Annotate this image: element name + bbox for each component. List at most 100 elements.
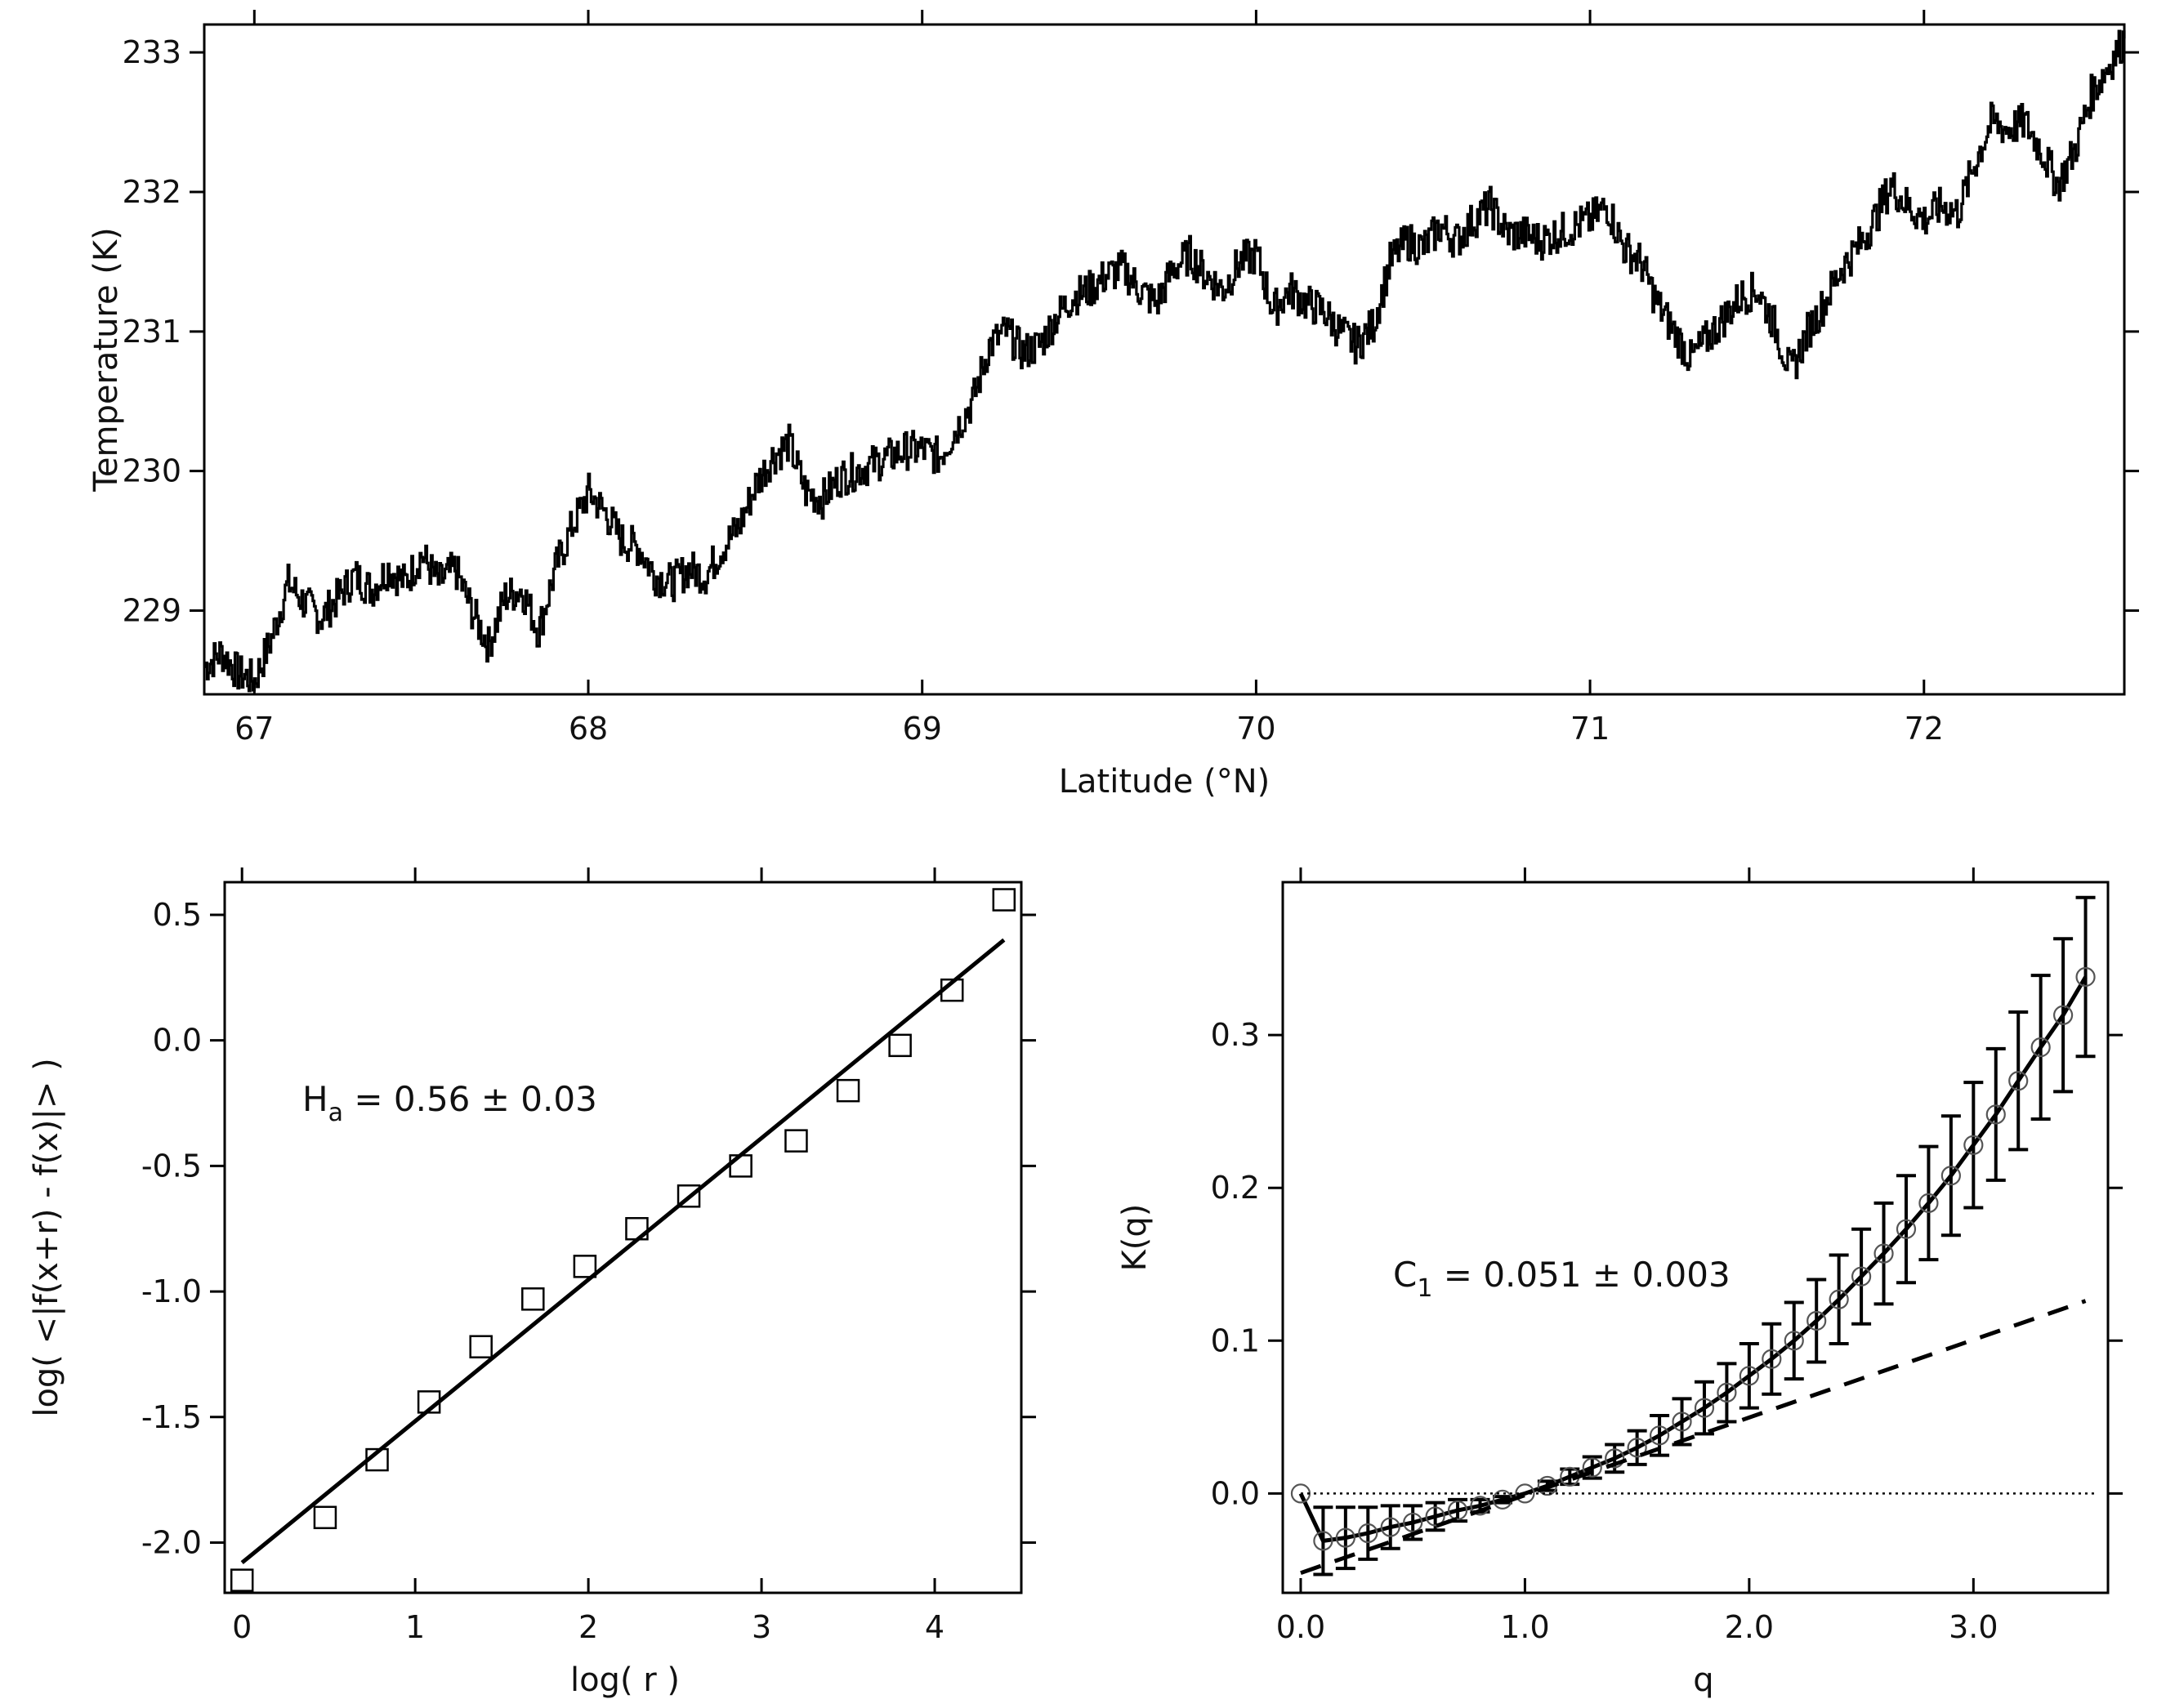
kq-y-tick-label: 0.2 <box>1211 1170 1260 1206</box>
kq-x-tick-label: 2.0 <box>1725 1609 1774 1645</box>
kq-data-point <box>1649 1425 1670 1446</box>
kq-x-tick-label: 3.0 <box>1949 1609 1998 1645</box>
temperature-panel: 67 68 69 70 71 72 229 230 231 232 233 Latitude (°… <box>87 10 2139 800</box>
kq-data-point <box>2008 1071 2029 1091</box>
kq-data-point <box>1873 1243 1894 1264</box>
kq-data-point <box>1806 1310 1827 1331</box>
kq-data-point <box>1335 1527 1355 1548</box>
kq-data-point <box>1918 1193 1939 1214</box>
haar-y-tick-label: -1.5 <box>141 1399 202 1435</box>
temperature-y-tick-label: 232 <box>122 174 181 210</box>
haar-data-point <box>573 1255 597 1278</box>
temperature-y-tick-labels: 229 230 231 232 233 <box>122 34 181 628</box>
kq-data-point <box>1940 1166 1961 1186</box>
kq-data-point <box>1985 1104 2006 1125</box>
haar-y-tick-label: 0.5 <box>153 897 202 933</box>
haar-x-tick-label: 2 <box>578 1609 598 1645</box>
haar-y-tick-label: 0.0 <box>153 1023 202 1059</box>
kq-y-axis-title: K(q) <box>1116 1204 1154 1272</box>
haar-y-tick-labels: 0.5 0.0 -0.5 -1.0 -1.5 -2.0 <box>141 897 202 1561</box>
haar-ticks <box>210 867 1036 1593</box>
kq-annotation-subscript: 1 <box>1417 1274 1432 1303</box>
kq-panel: 0.0 1.0 2.0 3.0 0.0 0.1 0.2 0.3 C1 = 0.051 ± 0… <box>1116 867 2123 1699</box>
haar-plot-frame <box>223 881 1023 1594</box>
haar-annotation-subscript: a <box>328 1099 343 1127</box>
temperature-y-tick-label: 233 <box>122 34 181 70</box>
haar-data-point <box>230 1568 254 1592</box>
kq-data-point <box>1963 1135 1984 1155</box>
haar-series <box>230 888 1016 1592</box>
kq-data-point <box>1672 1411 1692 1432</box>
kq-x-tick-labels: 0.0 1.0 2.0 3.0 <box>1276 1609 1998 1645</box>
kq-data-point <box>2030 1037 2051 1058</box>
kq-data-point <box>1851 1266 1872 1287</box>
temperature-x-tick-label: 70 <box>1236 711 1275 747</box>
haar-data-point <box>729 1154 752 1178</box>
temperature-x-tick-label: 69 <box>903 711 942 747</box>
kq-data-point <box>1717 1382 1737 1403</box>
kq-data-point <box>1896 1219 1917 1239</box>
kq-linear-dashed <box>1300 1299 2087 1576</box>
haar-x-tick-label: 0 <box>232 1609 252 1645</box>
temperature-x-axis-title: Latitude (°N) <box>1059 763 1270 800</box>
kq-data-point <box>1762 1349 1782 1369</box>
haar-data-point <box>836 1078 860 1103</box>
temperature-plot-frame <box>203 23 2126 696</box>
kq-x-axis-title: q <box>1693 1661 1713 1699</box>
haar-data-point <box>992 888 1016 912</box>
kq-data-point <box>1380 1517 1400 1537</box>
haar-x-tick-label: 4 <box>925 1609 945 1645</box>
kq-plot-frame <box>1281 881 2110 1594</box>
kq-series <box>1290 895 2097 1576</box>
kq-annotation: C1 = 0.051 ± 0.003 <box>1393 1255 1731 1303</box>
kq-data-point <box>1694 1398 1715 1418</box>
haar-y-tick-label: -1.0 <box>141 1273 202 1309</box>
temperature-series <box>204 29 2126 693</box>
haar-fit-line <box>240 938 1006 1565</box>
kq-data-point <box>1739 1366 1759 1386</box>
haar-data-point <box>784 1129 808 1153</box>
kq-data-point <box>1605 1448 1625 1469</box>
kq-annotation-symbol: C <box>1393 1255 1417 1295</box>
haar-annotation-value: = 0.56 ± 0.03 <box>343 1079 597 1119</box>
haar-x-tick-label: 3 <box>752 1609 771 1645</box>
haar-annotation-symbol: H <box>302 1079 328 1119</box>
kq-data-point <box>1627 1438 1647 1458</box>
kq-data-point <box>1784 1331 1804 1351</box>
temperature-x-tick-label: 72 <box>1905 711 1944 747</box>
haar-x-tick-label: 1 <box>405 1609 425 1645</box>
temperature-y-tick-label: 229 <box>122 593 181 629</box>
haar-annotation: Ha = 0.56 ± 0.03 <box>302 1079 597 1127</box>
haar-data-point <box>313 1505 337 1530</box>
haar-y-axis-title: log( <|f(x+r) - f(x)|> ) <box>28 1058 65 1416</box>
haar-data-point <box>521 1287 545 1311</box>
kq-data-point <box>1403 1512 1423 1533</box>
haar-y-tick-label: -0.5 <box>141 1148 202 1184</box>
temperature-y-tick-label: 231 <box>122 314 181 350</box>
haar-data-point <box>469 1335 493 1358</box>
kq-ticks <box>1268 867 2123 1593</box>
kq-data-point <box>1582 1457 1602 1478</box>
kq-data-point <box>2075 966 2096 988</box>
temperature-y-tick-label: 230 <box>122 453 181 489</box>
temperature-x-tick-label: 71 <box>1570 711 1610 747</box>
temperature-x-tick-label: 67 <box>234 711 274 747</box>
temperature-ticks <box>190 10 2139 694</box>
kq-curve <box>1298 975 2088 1544</box>
kq-data-point <box>1515 1483 1535 1504</box>
kq-y-tick-label: 0.1 <box>1211 1322 1260 1358</box>
kq-annotation-value: = 0.051 ± 0.003 <box>1432 1255 1730 1295</box>
kq-data-point <box>1313 1531 1333 1551</box>
temperature-x-tick-labels: 67 68 69 70 71 72 <box>234 711 1944 747</box>
temperature-line <box>204 29 2126 693</box>
kq-data-point <box>2053 1005 2074 1025</box>
haar-x-axis-title: log( r ) <box>570 1661 680 1699</box>
kq-data-point <box>1358 1523 1378 1544</box>
kq-x-tick-label: 1.0 <box>1500 1609 1549 1645</box>
kq-data-point <box>1447 1500 1468 1521</box>
haar-y-tick-label: -2.0 <box>141 1525 202 1561</box>
kq-data-point <box>1425 1506 1445 1527</box>
temperature-x-tick-label: 68 <box>569 711 608 747</box>
kq-y-tick-labels: 0.0 0.1 0.2 0.3 <box>1211 1017 1260 1511</box>
